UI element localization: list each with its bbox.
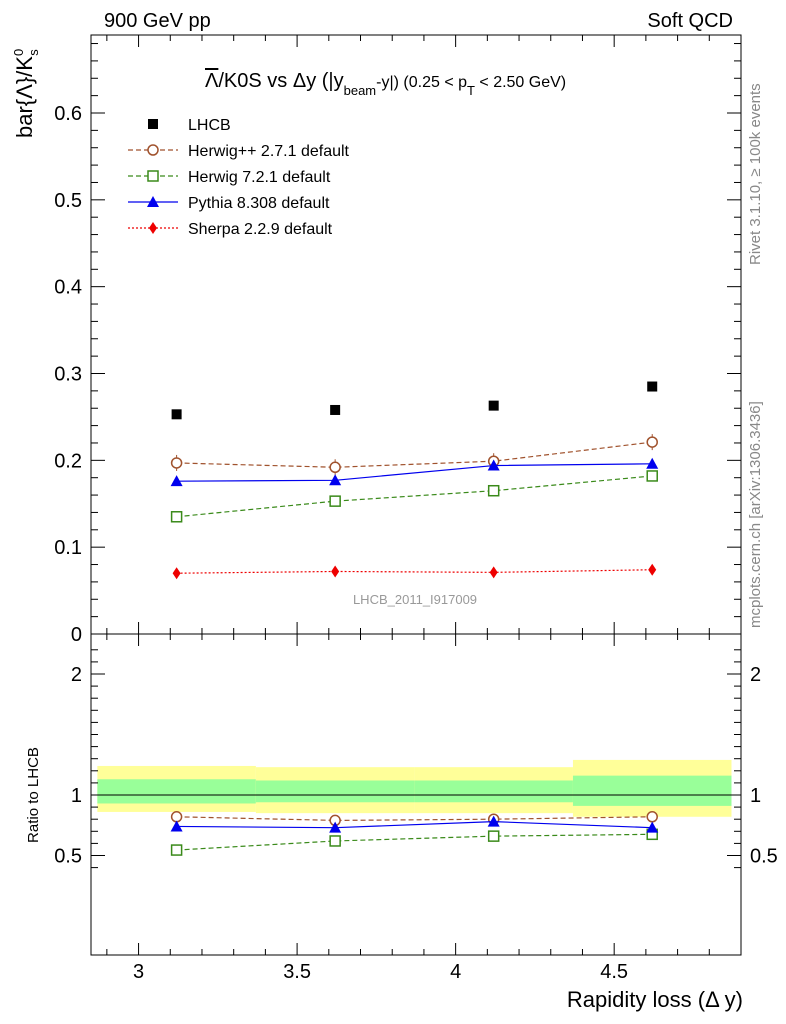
ratio-series-line: [176, 833, 653, 851]
legend-label: Herwig++ 2.7.1 default: [188, 143, 350, 160]
ratio-inner-band: [97, 779, 256, 804]
ratio-plot-frame: 3 3.5 4 4.5 0.5 0.5 1 1 2 2: [54, 633, 778, 983]
legend-marker: [148, 119, 158, 129]
main-series-layer: [170, 381, 659, 580]
series-line: [176, 463, 653, 482]
data-point: [646, 457, 659, 469]
data-point: [646, 436, 658, 448]
mcplots-side-label: mcplots.cern.ch [arXiv:1306.3436]: [747, 401, 764, 628]
legend-label: Sherpa 2.2.9 default: [188, 221, 333, 238]
title-sub-t: T: [467, 83, 475, 98]
ylabel-sub: s: [26, 49, 41, 56]
data-point: [648, 563, 657, 576]
ratio-data-point: [329, 821, 342, 833]
ratio-series-layer: [170, 811, 659, 856]
series-line: [176, 441, 653, 468]
data-point: [170, 511, 183, 523]
y-tick-label: 0: [71, 624, 82, 646]
ratio-data-point: [487, 830, 500, 842]
ratio-y-tick-label-left: 2: [71, 664, 82, 686]
title-main: /K0S vs Δy (|y: [218, 70, 343, 92]
ratio-series-line: [176, 816, 653, 822]
chart-title: Λ/K0S vs Δy (|ybeam-y|) (0.25 < pT < 2.5…: [205, 70, 566, 98]
title-sub-beam: beam: [344, 83, 377, 98]
analysis-watermark: LHCB_2011_I917009: [353, 592, 477, 607]
title-tail: < 2.50 GeV): [475, 74, 566, 91]
ratio-y-tick-label-right: 1: [750, 785, 761, 807]
y-tick-label: 0.1: [54, 537, 82, 559]
ratio-data-point: [646, 811, 658, 823]
ratio-data-point: [329, 835, 341, 847]
ratio-data-point: [170, 820, 183, 832]
legend-marker: [147, 196, 159, 207]
series-line: [176, 569, 653, 574]
y-tick-label: 0.2: [54, 450, 82, 472]
data-point: [329, 474, 342, 486]
ratio-y-tick-label-left: 0.5: [54, 846, 82, 868]
y-tick-label: 0.4: [54, 277, 82, 299]
data-point: [487, 459, 500, 471]
ylabel-main: bar{Λ}/K: [12, 56, 37, 138]
x-tick-label: 4: [450, 961, 461, 983]
title-mid: -y|) (0.25 < p: [376, 74, 467, 91]
data-point: [329, 495, 341, 507]
legend-marker: [147, 170, 159, 182]
data-point: [329, 461, 341, 474]
data-point: [172, 567, 181, 580]
rivet-side-label: Rivet 3.1.10, ≥ 100k events: [747, 83, 764, 265]
legend-label: Pythia 8.308 default: [188, 195, 330, 212]
ratio-data-point: [170, 811, 183, 823]
x-tick-label: 3.5: [283, 961, 311, 983]
data-point: [488, 400, 499, 411]
legend-label: LHCB: [188, 117, 231, 134]
ratio-y-tick-label-right: 2: [750, 664, 761, 686]
ratio-uncertainty-bands: [97, 759, 732, 817]
ratio-data-point: [170, 844, 183, 856]
ylabel-sup: 0: [11, 49, 26, 56]
legend-marker: [147, 144, 159, 156]
ratio-inner-band: [255, 780, 415, 803]
ratio-series-line: [176, 821, 653, 829]
ratio-data-point: [487, 815, 500, 827]
x-axis-label: Rapidity loss (Δ y): [567, 987, 743, 1012]
legend-label: Herwig 7.2.1 default: [188, 169, 331, 186]
data-point: [330, 404, 341, 415]
data-point: [170, 475, 183, 487]
data-point: [489, 566, 498, 579]
ratio-data-point: [646, 821, 659, 833]
data-point: [331, 565, 340, 578]
x-tick-label: 4.5: [600, 961, 628, 983]
ratio-y-tick-label-right: 0.5: [750, 846, 778, 868]
main-y-axis-label: bar{Λ}/K0s: [11, 49, 41, 138]
y-tick-label: 0.6: [54, 103, 82, 125]
y-tick-label: 0.5: [54, 190, 82, 212]
series-line: [176, 475, 653, 518]
data-point: [171, 409, 182, 420]
legend: LHCB Herwig++ 2.7.1 default Herwig 7.2.1 d…: [128, 117, 350, 238]
header-left-label: 900 GeV pp: [104, 10, 211, 32]
data-point: [170, 457, 183, 469]
ratio-y-tick-label-left: 1: [71, 785, 82, 807]
data-point: [646, 470, 658, 482]
data-point: [647, 381, 658, 392]
ratio-y-axis-label: Ratio to LHCB: [25, 747, 42, 843]
legend-marker: [149, 222, 157, 234]
x-tick-label: 3: [133, 961, 144, 983]
header-right-label: Soft QCD: [647, 10, 733, 32]
title-lambda: Λ: [205, 70, 219, 92]
y-tick-label: 0.3: [54, 364, 82, 386]
ratio-inner-band: [572, 775, 732, 806]
data-point: [487, 484, 500, 497]
ratio-inner-band: [414, 780, 573, 803]
